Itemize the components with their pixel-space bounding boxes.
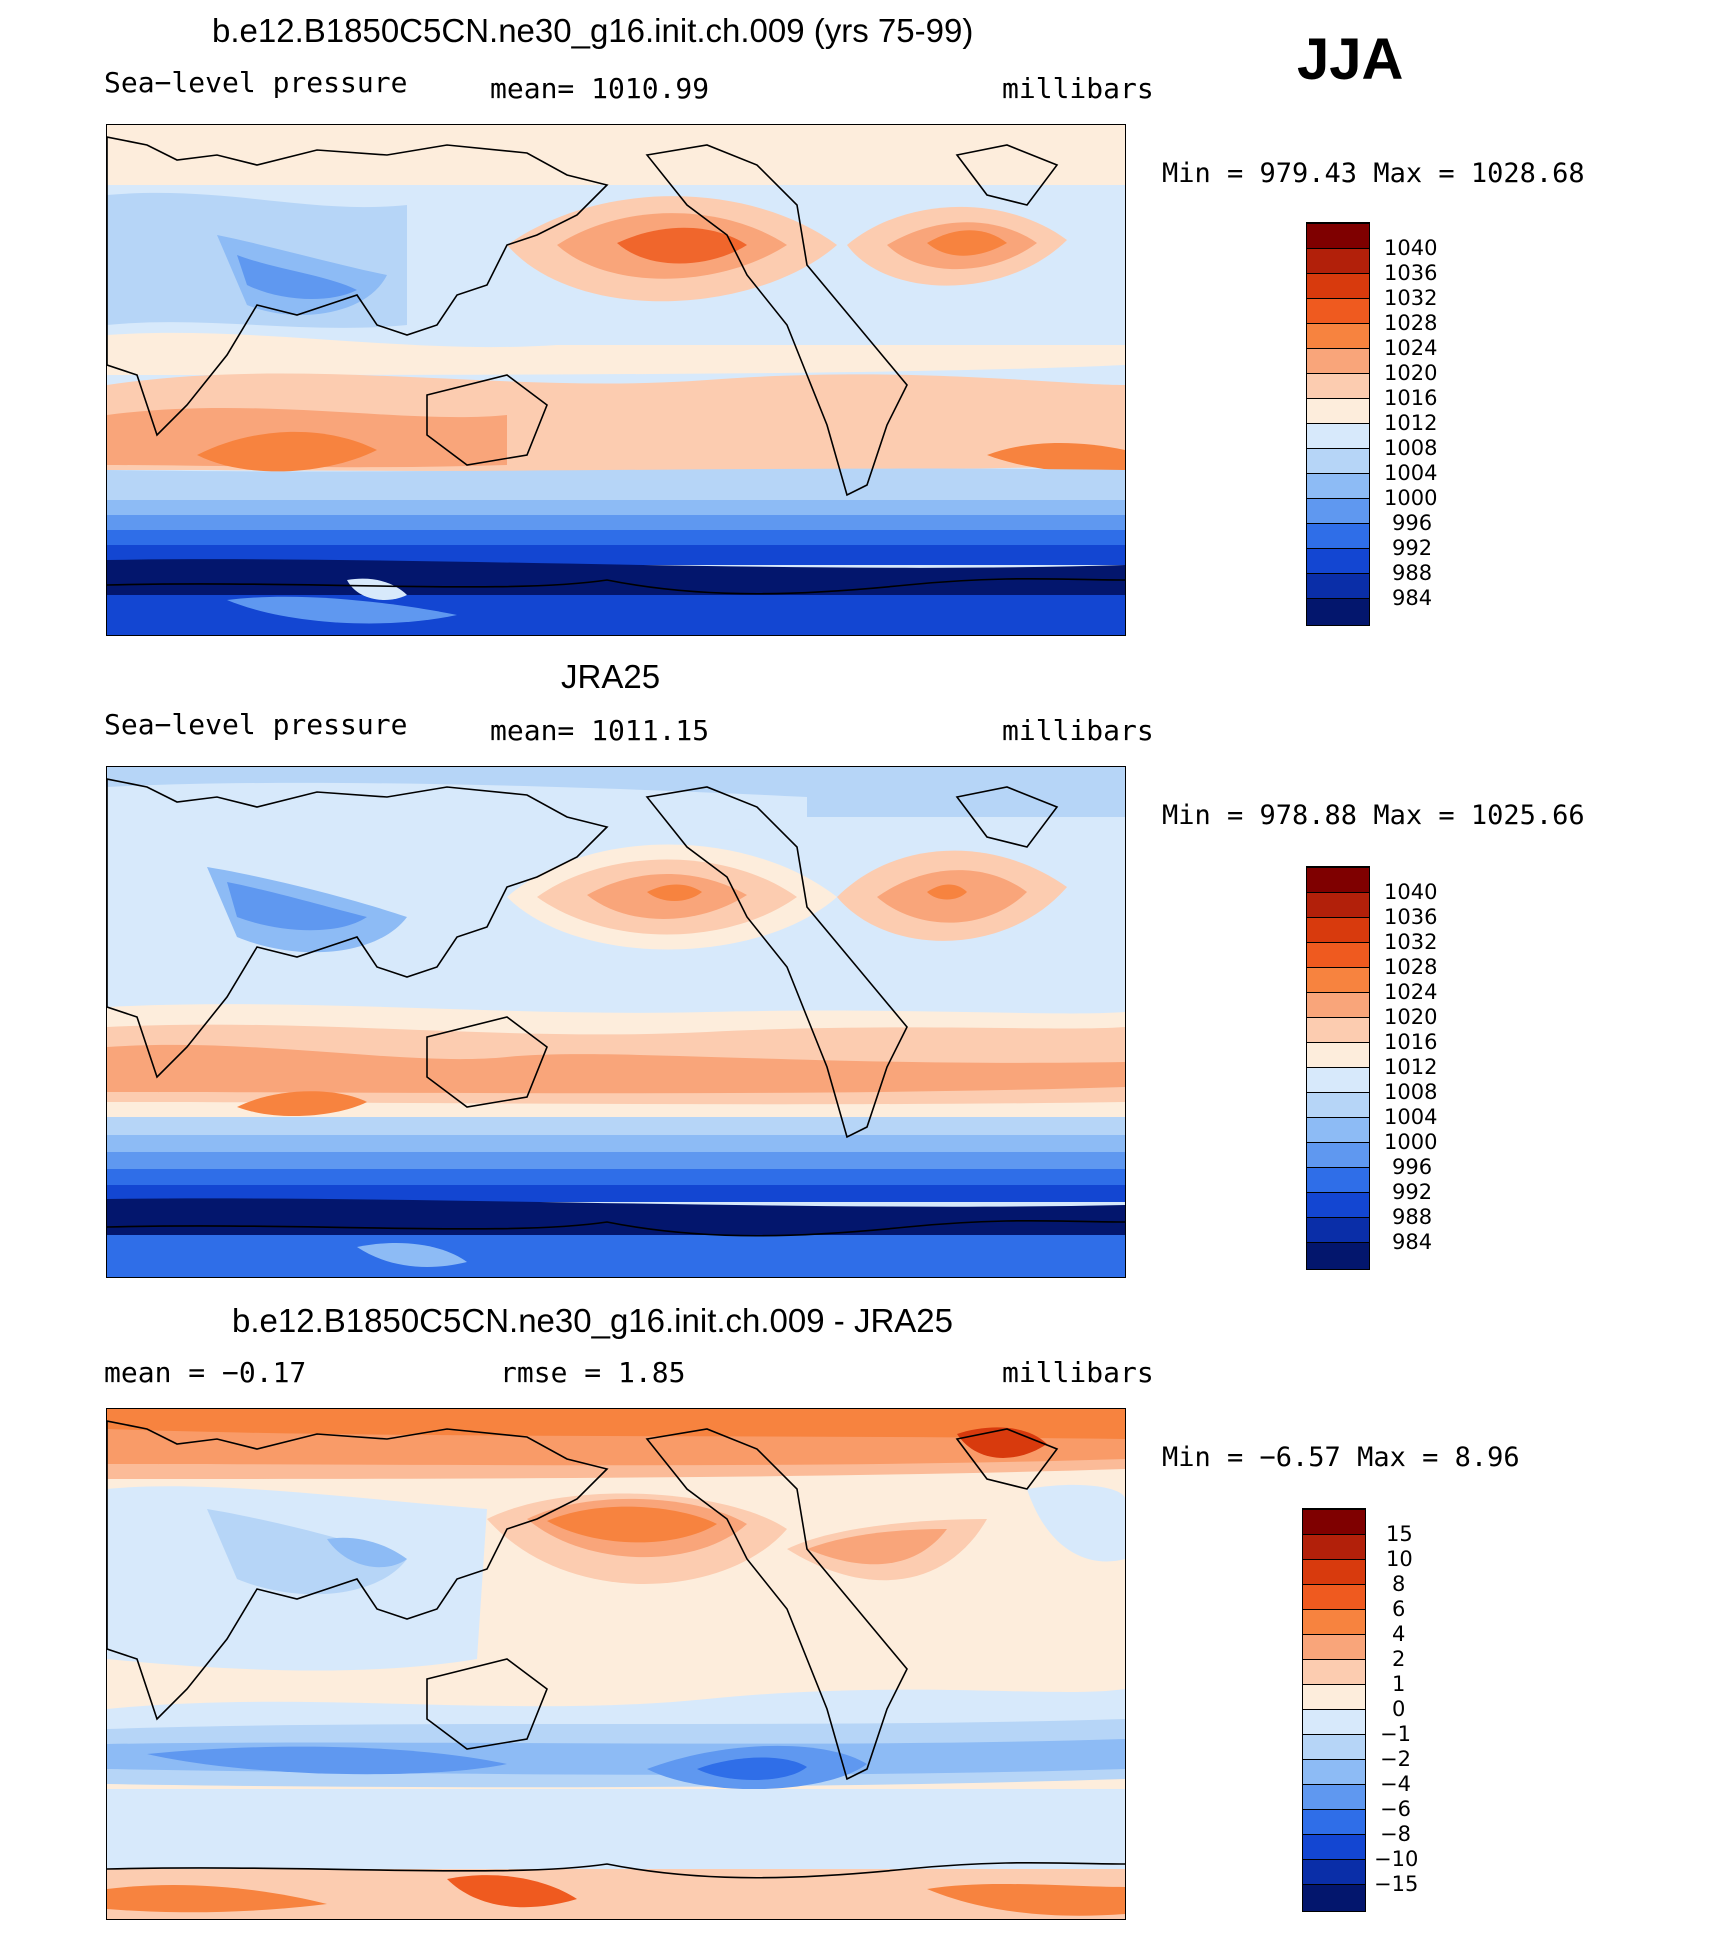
colorbar-label: 1028 xyxy=(1384,311,1438,335)
colorbar-label: −1 xyxy=(1380,1722,1411,1746)
mean-label: mean = −0.17 xyxy=(104,1356,307,1389)
colorbar-label: −6 xyxy=(1380,1797,1411,1821)
minmax-label-model: Min = 979.43 Max = 1028.68 xyxy=(1162,158,1585,189)
colorbar-label: 1032 xyxy=(1384,930,1438,954)
colorbar-label: −8 xyxy=(1380,1822,1411,1846)
colorbar-label: 992 xyxy=(1392,536,1433,560)
season-label: JJA xyxy=(1297,27,1404,92)
colorbar-label: 1000 xyxy=(1384,486,1438,510)
colorbar-label: 1016 xyxy=(1384,386,1438,410)
colorbar-label: 1032 xyxy=(1384,286,1438,310)
colorbar-label: 10 xyxy=(1386,1547,1413,1571)
map-panel-obs xyxy=(106,766,1126,1278)
map-panel-model xyxy=(106,124,1126,636)
colorbar-label: 1040 xyxy=(1384,236,1438,260)
colorbar-label: 1008 xyxy=(1384,1080,1438,1104)
colorbar-label: 1036 xyxy=(1384,905,1438,929)
colorbar-label: 1000 xyxy=(1384,1130,1438,1154)
colorbar-model xyxy=(1306,222,1370,626)
colorbar-label: 1008 xyxy=(1384,436,1438,460)
units-label: millibars xyxy=(1002,714,1154,747)
colorbar-label: 1028 xyxy=(1384,955,1438,979)
minmax-label-obs: Min = 978.88 Max = 1025.66 xyxy=(1162,800,1585,831)
variable-label: Sea−level pressure xyxy=(104,66,408,99)
colorbar-label: 1036 xyxy=(1384,261,1438,285)
panel-title-obs: JRA25 xyxy=(561,658,661,695)
colorbar-label: 2 xyxy=(1392,1647,1406,1671)
colorbar-label: 1012 xyxy=(1384,411,1438,435)
colorbar-label: 1004 xyxy=(1384,461,1438,485)
colorbar-label: 1020 xyxy=(1384,361,1438,385)
colorbar-label: 992 xyxy=(1392,1180,1433,1204)
units-label: millibars xyxy=(1002,1356,1154,1389)
colorbar-label: −10 xyxy=(1374,1847,1419,1871)
colorbar-label: 988 xyxy=(1392,1205,1433,1229)
colorbar-label: 1040 xyxy=(1384,880,1438,904)
colorbar-label: 984 xyxy=(1392,586,1433,610)
colorbar-label: 1024 xyxy=(1384,336,1438,360)
variable-label: Sea−level pressure xyxy=(104,708,408,741)
colorbar-label: 0 xyxy=(1392,1697,1406,1721)
colorbar-diff xyxy=(1302,1508,1366,1912)
mean-label: mean= 1011.15 xyxy=(490,714,710,747)
colorbar-label: 1020 xyxy=(1384,1005,1438,1029)
colorbar-label: 1016 xyxy=(1384,1030,1438,1054)
colorbar-label: 8 xyxy=(1392,1572,1406,1596)
mean-label: mean= 1010.99 xyxy=(490,72,710,105)
panel-title-model: b.e12.B1850C5CN.ne30_g16.init.ch.009 (yr… xyxy=(212,12,974,49)
colorbar-label: 1024 xyxy=(1384,980,1438,1004)
colorbar-obs xyxy=(1306,866,1370,1270)
colorbar-label: 15 xyxy=(1386,1522,1413,1546)
colorbar-label: 4 xyxy=(1392,1622,1406,1646)
panel-title-diff: b.e12.B1850C5CN.ne30_g16.init.ch.009 - J… xyxy=(232,1302,953,1339)
colorbar-label: −2 xyxy=(1380,1747,1411,1771)
colorbar-label: −4 xyxy=(1380,1772,1411,1796)
colorbar-label: 984 xyxy=(1392,1230,1433,1254)
colorbar-label: 1 xyxy=(1392,1672,1406,1696)
colorbar-label: 1012 xyxy=(1384,1055,1438,1079)
units-label: millibars xyxy=(1002,72,1154,105)
colorbar-label: 996 xyxy=(1392,511,1433,535)
colorbar-label: 1004 xyxy=(1384,1105,1438,1129)
rmse-label: rmse = 1.85 xyxy=(500,1356,686,1389)
colorbar-label: −15 xyxy=(1374,1872,1419,1896)
map-panel-diff xyxy=(106,1408,1126,1920)
colorbar-label: 6 xyxy=(1392,1597,1406,1621)
minmax-label-diff: Min = −6.57 Max = 8.96 xyxy=(1162,1442,1520,1473)
colorbar-label: 996 xyxy=(1392,1155,1433,1179)
colorbar-label: 988 xyxy=(1392,561,1433,585)
